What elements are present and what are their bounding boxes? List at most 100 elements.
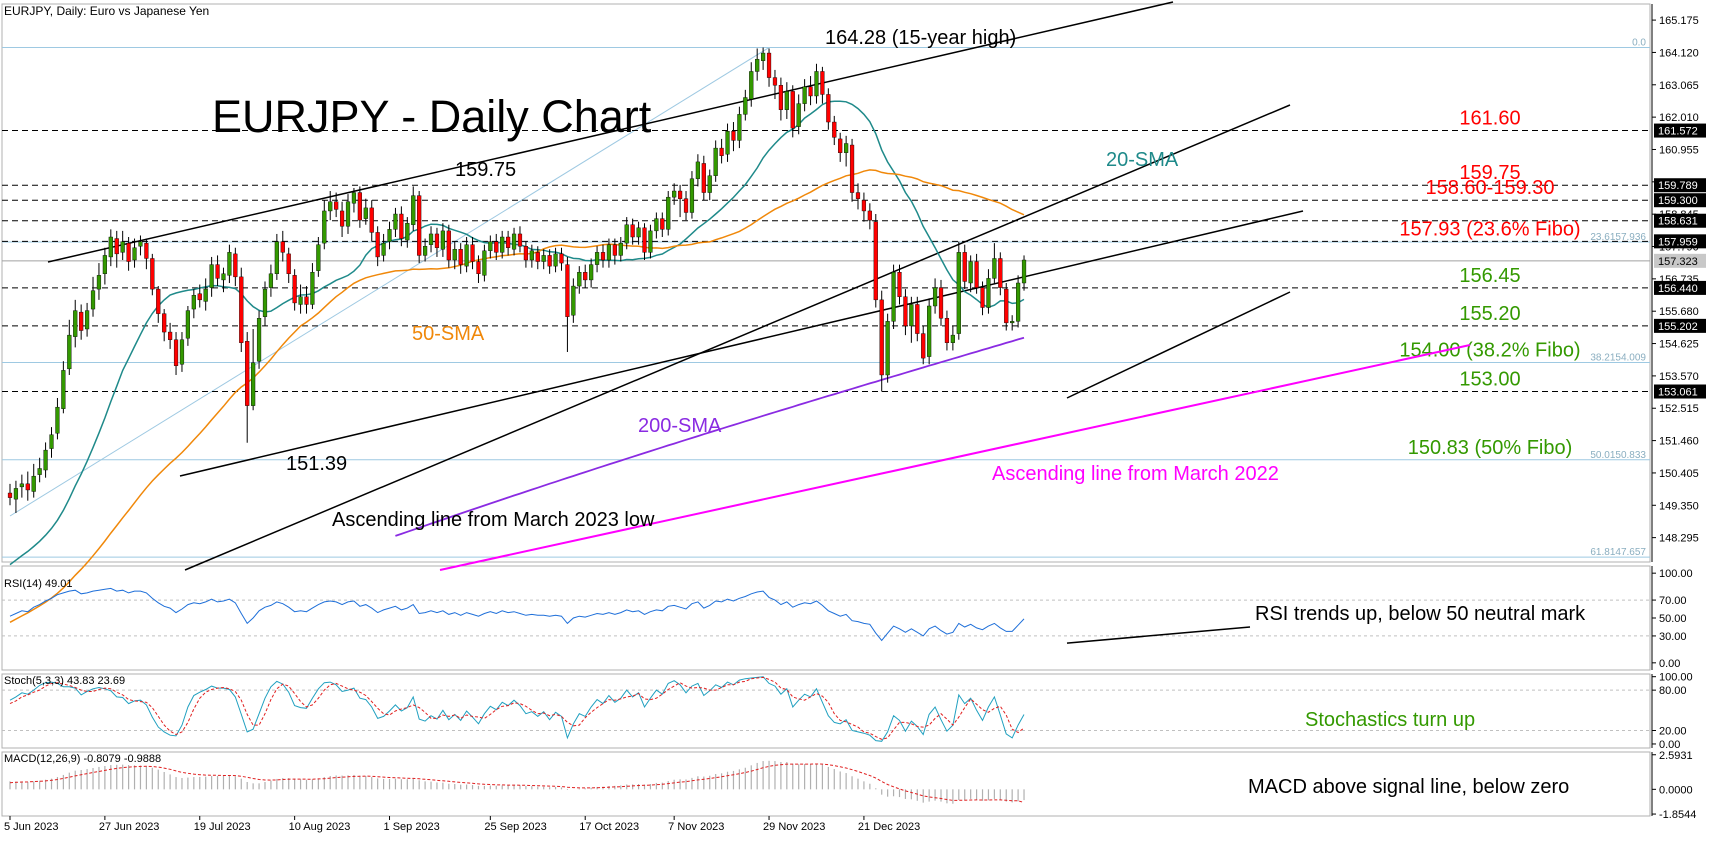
- candle-body: [571, 285, 576, 316]
- annotation-sma200: 200-SMA: [638, 415, 722, 437]
- candle: [897, 264, 902, 305]
- candle-body: [96, 275, 102, 290]
- candle-body: [144, 242, 149, 259]
- candle: [642, 223, 647, 261]
- price-tick-label: 163.065: [1659, 80, 1699, 92]
- candle: [511, 227, 517, 256]
- rsi-label: RSI(14) 49.01: [4, 578, 72, 590]
- candle-body: [559, 253, 564, 264]
- candle: [434, 227, 440, 257]
- candle-body: [440, 230, 445, 250]
- candle-body: [292, 275, 297, 304]
- candle-body: [772, 77, 778, 86]
- candle-body: [701, 163, 706, 193]
- candle: [1016, 275, 1021, 328]
- fibo-label: 38.2154.009: [1590, 352, 1646, 363]
- candle: [998, 252, 1003, 296]
- candle-body: [565, 264, 570, 317]
- candle: [921, 325, 926, 365]
- candle: [280, 230, 285, 262]
- candle: [256, 310, 262, 369]
- candle: [79, 304, 84, 340]
- candle-body: [630, 224, 635, 238]
- stoch-d-line: [9, 676, 1025, 740]
- candle: [500, 230, 505, 259]
- rsi-tick-label: 0.00: [1659, 658, 1680, 670]
- price-box-label: 157.323: [1658, 256, 1698, 268]
- candle-body: [636, 227, 641, 238]
- rsi-trendline: [1066, 626, 1251, 644]
- price-tick-label: 162.010: [1659, 112, 1699, 124]
- rsi-note: RSI trends up, below 50 neutral mark: [1255, 603, 1586, 625]
- candle-body: [998, 258, 1003, 288]
- candle-body: [494, 241, 499, 253]
- candle-body: [310, 272, 315, 305]
- candle: [423, 238, 428, 262]
- price-tick-label: 155.680: [1659, 306, 1699, 318]
- fibo-label: 50.0150.833: [1590, 450, 1646, 461]
- candle-body: [156, 288, 161, 314]
- candle: [600, 244, 606, 268]
- candle: [707, 169, 712, 201]
- candle: [891, 264, 896, 329]
- candle: [1004, 283, 1009, 331]
- candle: [612, 238, 617, 265]
- candle: [636, 221, 641, 245]
- price-box: [1654, 234, 1706, 249]
- candle-body: [915, 304, 920, 334]
- rsi-tick-label: 70.00: [1659, 595, 1687, 607]
- candle: [802, 79, 807, 112]
- date-label: 5 Jun 2023: [4, 821, 58, 833]
- candle: [393, 207, 398, 238]
- candle: [849, 138, 855, 202]
- candle-body: [1010, 321, 1015, 324]
- candle-body: [648, 230, 653, 253]
- macd-tick-label: -1.8544: [1659, 809, 1696, 821]
- rsi-tick-label: 100.00: [1659, 568, 1693, 580]
- candle-body: [120, 241, 125, 253]
- candle: [156, 286, 161, 323]
- candle-body: [138, 241, 143, 247]
- candle: [672, 183, 677, 205]
- candle: [209, 256, 214, 297]
- price-box: [1654, 178, 1706, 193]
- candle-body: [73, 310, 78, 337]
- candle-body: [672, 190, 677, 198]
- macd-signal-line: [9, 763, 1025, 803]
- candle: [606, 238, 612, 268]
- candle: [304, 286, 309, 314]
- candle-body: [31, 475, 36, 492]
- candle: [369, 200, 374, 242]
- price-box-label: 155.202: [1658, 321, 1698, 333]
- candle-body: [375, 232, 380, 258]
- candle-body: [268, 273, 274, 288]
- price-box-label: 159.789: [1658, 180, 1698, 192]
- candle: [867, 203, 872, 230]
- annotation-sma50: 50-SMA: [412, 323, 485, 345]
- candle: [529, 244, 534, 268]
- candle-body: [411, 195, 416, 225]
- candle: [476, 255, 481, 283]
- stoch-pane-frame: [1, 673, 1651, 749]
- candle-body: [725, 131, 730, 155]
- candle: [138, 235, 143, 256]
- candle-body: [322, 210, 327, 244]
- candle-body: [417, 195, 422, 256]
- candle-body: [583, 272, 588, 281]
- candle: [179, 332, 185, 372]
- candle: [168, 322, 173, 349]
- stoch-tick-label: 80.00: [1659, 685, 1687, 697]
- candle: [126, 237, 131, 271]
- candle: [345, 194, 351, 234]
- price-tick-label: 149.350: [1659, 500, 1699, 512]
- candle-body: [790, 91, 795, 129]
- candle-body: [428, 233, 434, 245]
- candle-body: [446, 230, 451, 261]
- candle: [328, 191, 333, 221]
- candle: [879, 290, 884, 392]
- candle-body: [743, 97, 748, 115]
- candle-body: [814, 71, 819, 97]
- stoch-tick-label: 20.00: [1659, 726, 1687, 738]
- candle: [67, 319, 72, 375]
